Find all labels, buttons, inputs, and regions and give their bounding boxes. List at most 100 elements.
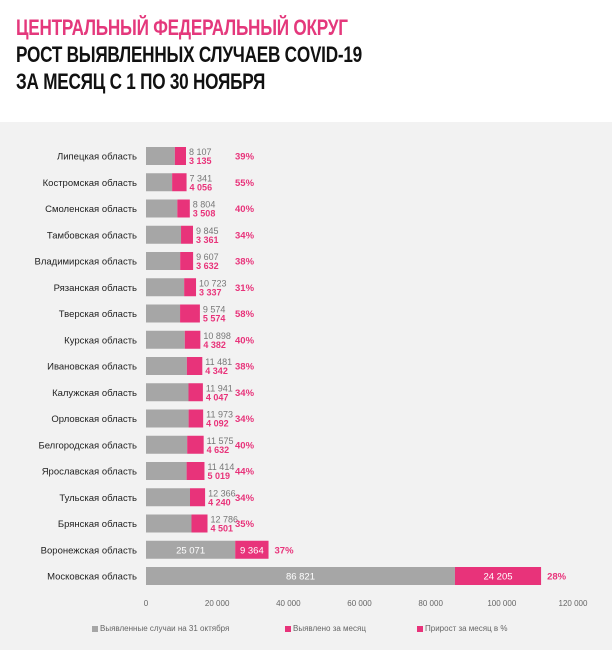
data-label-growth: 40%: [235, 335, 255, 346]
data-label-base: 7 341: [190, 173, 213, 183]
bar-increase: [187, 435, 204, 454]
data-label-base: 8 804: [193, 200, 216, 210]
data-label-increase: 3 632: [196, 261, 219, 271]
bar-increase: [174, 147, 187, 165]
category-label: Белгородская область: [38, 440, 137, 451]
data-label-base: 10 723: [199, 278, 227, 288]
category-label: Липецкая область: [57, 152, 137, 163]
data-label-growth: 28%: [547, 572, 567, 583]
bar-base: [146, 462, 187, 480]
legend-label-pct: Прирост за месяц в %: [425, 624, 508, 633]
legend-swatch-base: [92, 625, 98, 632]
data-label-increase: 5 574: [203, 314, 226, 324]
data-label-growth: 34%: [235, 388, 255, 399]
bar-base: [146, 540, 236, 559]
legend-item-base: Выявленные случаи на 31 октября: [92, 624, 229, 633]
x-tick-label: 0: [144, 599, 149, 608]
legend-label-increase: Выявлено за месяц: [293, 624, 366, 633]
title-line-1: ЦЕНТРАЛЬНЫЙ ФЕДЕРАЛЬНЫЙ ОКРУГ: [16, 15, 348, 40]
data-label-increase: 4 056: [190, 182, 213, 192]
data-label-growth: 58%: [235, 309, 255, 320]
data-label-base: 9 607: [196, 252, 219, 262]
data-label-base: 12 366: [208, 488, 236, 498]
bar-base: [146, 435, 188, 454]
category-label: Тульская область: [59, 493, 137, 504]
bar-base: [146, 173, 173, 192]
data-label-growth: 38%: [235, 257, 255, 268]
data-label-increase: 4 240: [208, 497, 231, 507]
category-label: Курская область: [64, 335, 137, 346]
data-label-increase: 9 364: [240, 545, 264, 556]
bar-base: [146, 383, 189, 402]
data-label-base: 11 481: [205, 357, 232, 367]
data-label-growth: 37%: [275, 545, 295, 556]
data-label-growth: 34%: [235, 414, 255, 425]
data-label-growth: 38%: [235, 362, 255, 373]
bar-increase: [177, 199, 190, 218]
data-label-growth: 34%: [235, 493, 255, 504]
category-label: Орловская область: [51, 414, 137, 425]
bar-increase: [184, 330, 201, 349]
chart-title-block: ЦЕНТРАЛЬНЫЙ ФЕДЕРАЛЬНЫЙ ОКРУГ РОСТ ВЫЯВЛ…: [16, 14, 460, 95]
data-label-base: 9 574: [203, 305, 226, 315]
legend-item-increase: Выявлено за месяц: [285, 624, 366, 633]
data-label-growth: 40%: [235, 204, 255, 215]
category-label: Тамбовская область: [47, 230, 137, 241]
category-label: Рязанская область: [54, 283, 137, 294]
category-label: Воронежская область: [41, 545, 137, 556]
category-label: Смоленская область: [45, 204, 137, 215]
data-label-increase: 4 092: [206, 419, 229, 429]
data-label-base: 25 071: [176, 545, 205, 556]
chart-area: [0, 122, 612, 650]
data-label-base: 12 786: [211, 515, 239, 525]
chart-legend: Выявленные случаи на 31 октября Выявлено…: [0, 624, 612, 638]
data-label-increase: 4 501: [211, 524, 234, 534]
bar-base: [146, 304, 181, 323]
data-label-growth: 39%: [235, 152, 255, 163]
bar-increase: [235, 540, 269, 559]
x-tick-label: 60 000: [347, 599, 372, 608]
data-label-increase: 3 361: [196, 235, 219, 245]
data-label-increase: 4 047: [206, 392, 229, 402]
x-tick-label: 120 000: [559, 599, 588, 608]
bar-increase: [180, 252, 194, 270]
data-label-base: 8 107: [189, 147, 212, 157]
bar-increase: [190, 488, 206, 507]
bar-increase: [172, 173, 187, 192]
x-tick-label: 100 000: [487, 599, 516, 608]
bar-base: [146, 147, 175, 165]
data-label-increase: 3 337: [199, 287, 222, 297]
bar-increase: [186, 462, 205, 480]
data-label-growth: 35%: [235, 519, 255, 530]
bar-base: [146, 514, 192, 533]
bar-increase: [188, 409, 204, 428]
data-label-base: 86 821: [286, 572, 315, 583]
bar-base: [146, 567, 455, 585]
data-label-growth: 40%: [235, 440, 255, 451]
bar-base: [146, 199, 178, 218]
x-tick-label: 40 000: [276, 599, 301, 608]
data-label-base: 11 414: [207, 462, 234, 472]
legend-swatch-increase: [285, 625, 291, 632]
bar-increase: [181, 225, 193, 244]
category-label: Тверская область: [59, 309, 137, 320]
data-label-base: 11 941: [206, 383, 233, 393]
data-label-increase: 3 508: [193, 209, 216, 219]
data-label-increase: 3 135: [189, 156, 212, 166]
title-line-2: РОСТ ВЫЯВЛЕННЫХ СЛУЧАЕВ COVID-19: [16, 42, 362, 67]
category-label: Калужская область: [52, 388, 137, 399]
x-tick-label: 80 000: [418, 599, 443, 608]
category-label: Владимирская область: [35, 257, 138, 268]
category-label: Ивановская область: [47, 362, 137, 373]
bar-base: [146, 409, 189, 428]
bar-base: [146, 252, 181, 270]
bar-increase: [188, 383, 203, 402]
data-label-increase: 4 632: [207, 445, 230, 455]
bar-increase: [454, 567, 542, 585]
data-label-increase: 4 382: [203, 340, 226, 350]
data-label-growth: 55%: [235, 178, 255, 189]
bar-increase: [184, 278, 197, 297]
category-label: Ярославская область: [42, 467, 137, 478]
data-label-increase: 5 019: [207, 471, 230, 481]
data-label-base: 11 575: [207, 436, 234, 446]
